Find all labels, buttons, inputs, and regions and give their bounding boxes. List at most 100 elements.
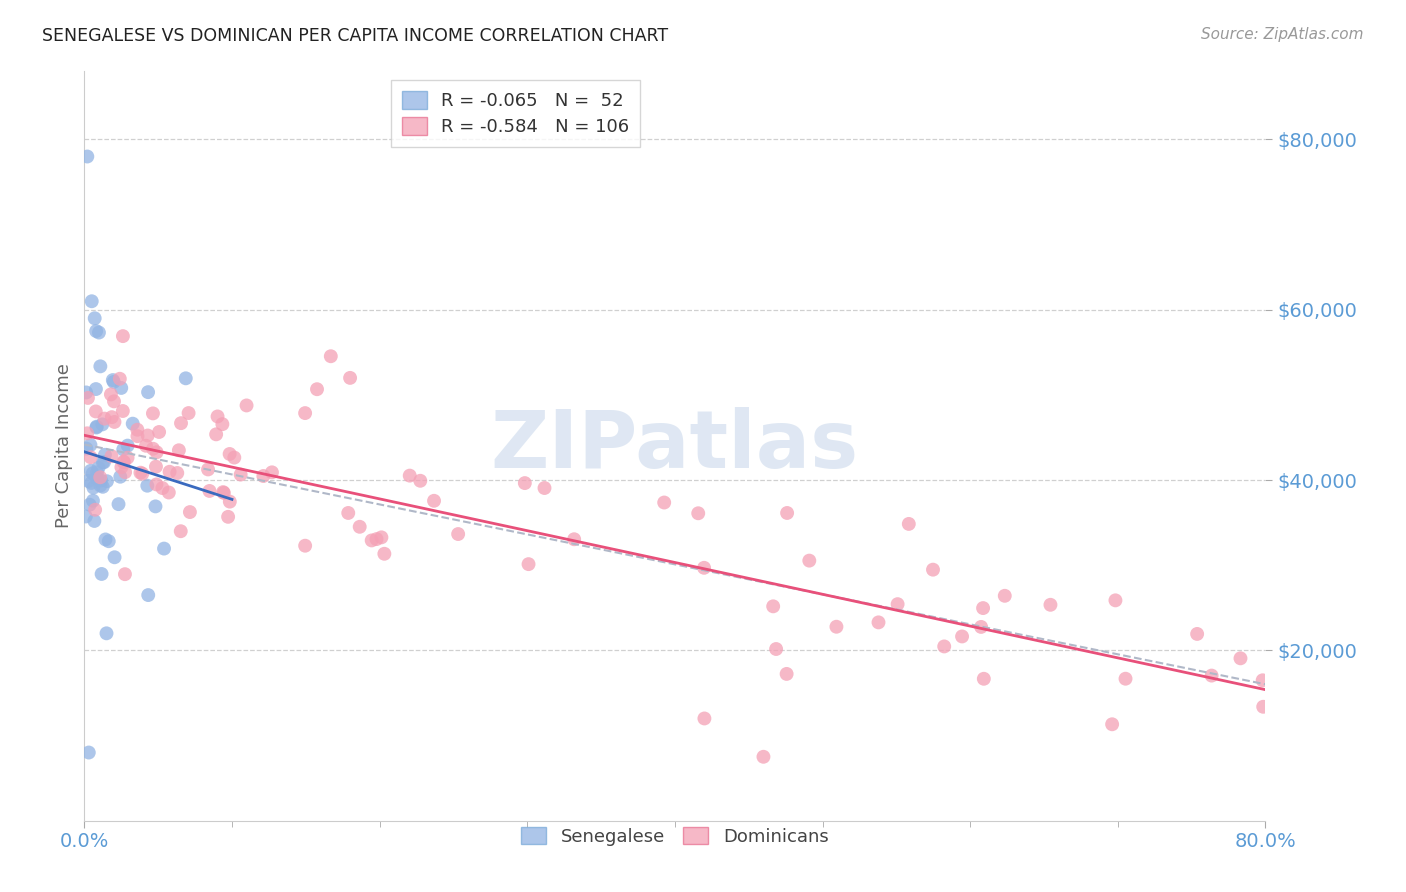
Point xyxy=(103,550,125,565)
Point xyxy=(87,326,110,340)
Point xyxy=(90,566,112,581)
Point xyxy=(91,455,114,469)
Point xyxy=(84,324,107,338)
Point xyxy=(83,514,105,528)
Point xyxy=(89,470,111,484)
Point xyxy=(86,419,108,434)
Point xyxy=(94,448,117,462)
Point xyxy=(423,493,446,508)
Point xyxy=(89,478,111,492)
Point xyxy=(103,375,125,389)
Point xyxy=(693,561,716,575)
Point xyxy=(117,450,139,465)
Point xyxy=(217,509,239,524)
Legend: Senegalese, Dominicans: Senegalese, Dominicans xyxy=(515,820,835,853)
Point xyxy=(305,382,328,396)
Point xyxy=(752,749,775,764)
Point xyxy=(100,449,122,463)
Point xyxy=(91,480,114,494)
Point xyxy=(145,459,167,474)
Point xyxy=(86,466,108,480)
Point xyxy=(103,415,125,429)
Point xyxy=(97,534,120,549)
Point xyxy=(101,410,124,425)
Point xyxy=(197,462,219,476)
Point xyxy=(145,477,167,491)
Point xyxy=(101,373,124,387)
Point xyxy=(82,493,104,508)
Point xyxy=(1185,627,1208,641)
Point xyxy=(517,557,540,571)
Point xyxy=(114,465,136,479)
Y-axis label: Per Capita Income: Per Capita Income xyxy=(55,364,73,528)
Point xyxy=(103,394,125,409)
Point xyxy=(868,615,890,630)
Point xyxy=(1104,593,1126,607)
Point xyxy=(934,640,956,654)
Point xyxy=(212,485,235,500)
Point xyxy=(89,359,111,374)
Point xyxy=(337,506,360,520)
Point xyxy=(398,468,420,483)
Point xyxy=(179,505,201,519)
Point xyxy=(135,439,157,453)
Point xyxy=(562,533,585,547)
Point xyxy=(229,467,252,482)
Point xyxy=(688,506,710,520)
Point xyxy=(110,469,132,483)
Point xyxy=(235,399,257,413)
Point xyxy=(922,563,945,577)
Point xyxy=(77,391,100,405)
Point xyxy=(117,439,139,453)
Point xyxy=(91,417,114,432)
Point xyxy=(205,427,228,442)
Point xyxy=(77,474,100,488)
Point xyxy=(100,387,122,401)
Point xyxy=(159,465,181,479)
Point xyxy=(108,372,131,386)
Point xyxy=(79,450,101,465)
Point xyxy=(972,601,994,615)
Point xyxy=(153,541,176,556)
Point xyxy=(93,411,115,425)
Point xyxy=(1101,717,1123,731)
Point xyxy=(799,554,821,568)
Point xyxy=(950,630,973,644)
Point xyxy=(75,385,97,400)
Point xyxy=(994,589,1017,603)
Point xyxy=(94,533,117,547)
Point xyxy=(1115,672,1137,686)
Text: SENEGALESE VS DOMINICAN PER CAPITA INCOME CORRELATION CHART: SENEGALESE VS DOMINICAN PER CAPITA INCOM… xyxy=(42,27,668,45)
Point xyxy=(212,486,235,500)
Point xyxy=(762,599,785,614)
Point xyxy=(79,438,101,452)
Point xyxy=(112,455,135,469)
Point xyxy=(90,474,112,488)
Point xyxy=(973,672,995,686)
Point xyxy=(82,481,104,495)
Point xyxy=(211,417,233,432)
Point xyxy=(148,425,170,439)
Point xyxy=(776,506,799,520)
Point xyxy=(409,474,432,488)
Point xyxy=(76,426,98,441)
Point xyxy=(110,381,132,395)
Point xyxy=(693,711,716,725)
Point xyxy=(167,443,190,458)
Point xyxy=(533,481,555,495)
Point xyxy=(294,406,316,420)
Point xyxy=(86,471,108,485)
Point xyxy=(224,450,246,465)
Point xyxy=(218,447,240,461)
Point xyxy=(1201,668,1223,682)
Point xyxy=(373,547,395,561)
Point xyxy=(260,466,283,480)
Point xyxy=(1251,673,1274,688)
Point xyxy=(142,406,165,420)
Point xyxy=(366,532,388,546)
Point xyxy=(77,746,100,760)
Point xyxy=(1251,699,1274,714)
Point xyxy=(513,476,536,491)
Point xyxy=(114,567,136,582)
Point xyxy=(112,455,135,469)
